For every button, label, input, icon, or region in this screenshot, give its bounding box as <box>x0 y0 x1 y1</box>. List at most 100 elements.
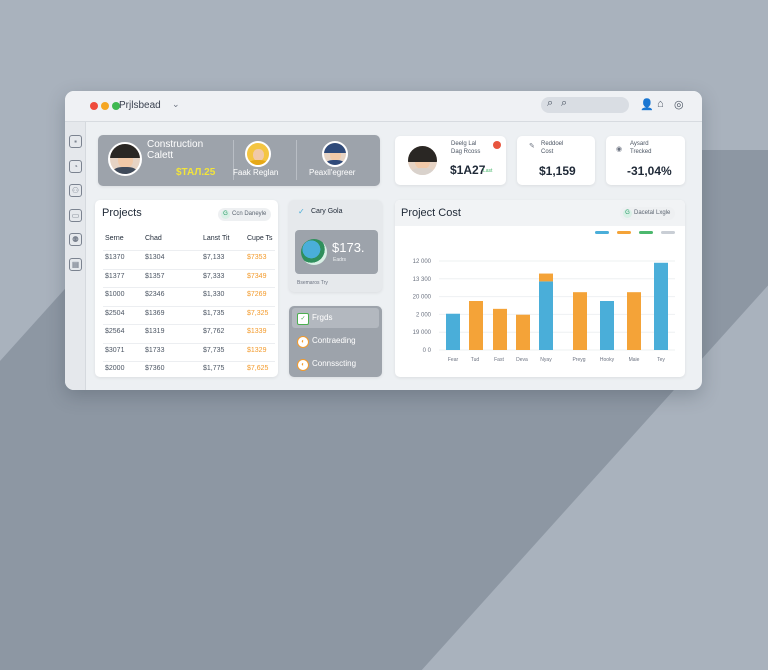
avatar <box>406 144 439 177</box>
home-icon[interactable]: ⌂ <box>657 98 664 110</box>
column-header[interactable]: Serne <box>105 235 124 242</box>
stat1-value: $1А27 <box>450 163 486 177</box>
x-tick-label: Tey <box>657 357 665 363</box>
table-cell: $1339 <box>247 328 267 335</box>
stat1-line2: Dag Rcoss <box>451 149 481 155</box>
y-tick-label: 20 000 <box>413 295 432 301</box>
stat1-sub: Last <box>483 168 493 174</box>
table-row[interactable]: $1377 $1357 $7,333 $7349 <box>103 268 275 285</box>
column-header[interactable]: Cupe Ts <box>247 235 273 242</box>
legend-swatch <box>661 231 675 234</box>
table-cell: $1733 <box>145 346 165 354</box>
status-list-item[interactable]: ◐ Connsscting <box>292 354 379 374</box>
chevron-down-icon[interactable]: ⌄ <box>172 99 180 109</box>
table-row[interactable]: $3071 $1733 $7,735 $1329 <box>103 342 275 359</box>
window-controls <box>90 102 120 110</box>
column-header[interactable]: Lanst Tit <box>203 235 230 242</box>
search-input[interactable]: ⌕ ⌕ <box>541 97 629 113</box>
chart-bar <box>469 301 483 350</box>
team-icon[interactable]: ⚉ <box>69 233 82 246</box>
stat-card-3[interactable]: ◉ Aysard Trecked -31,04% <box>606 136 685 185</box>
minimize-dot[interactable] <box>101 102 109 110</box>
table-row[interactable]: $2504 $1369 $1,735 $7,325 <box>103 305 275 322</box>
status-label: Connsscting <box>312 359 357 368</box>
table-row[interactable]: $2000 $7360 $1,775 $7,625 <box>103 361 275 377</box>
table-cell: $1319 <box>145 328 165 335</box>
filter-icon: G <box>221 210 230 219</box>
header-amount: $ТАЛ.25 <box>176 167 216 178</box>
folder-icon[interactable]: ▭ <box>69 209 82 222</box>
avatar[interactable] <box>108 142 142 176</box>
table-row[interactable]: $1000 $2346 $1,330 $7269 <box>103 287 275 303</box>
stat-card-2[interactable]: ✎ Reddoel Cost $1,159 <box>517 136 595 185</box>
avatar-engineer[interactable] <box>322 141 348 167</box>
stat-card-1[interactable]: Deelg Lal Dag Rcoss $1А27 Last <box>395 136 506 185</box>
table-row[interactable]: $2564 $1319 $7,762 $1339 <box>103 324 275 340</box>
progress-icon: ◐ <box>297 336 309 348</box>
table-row[interactable]: $1370 $1304 $7,133 $7353 <box>103 250 275 266</box>
user-icon[interactable]: 👤 <box>640 99 654 111</box>
column-header[interactable]: Chad <box>145 235 162 242</box>
table-cell: $1000 <box>105 291 125 298</box>
table-cell: $2564 <box>105 328 125 335</box>
chart-bar <box>446 313 460 350</box>
project-cost-card: Project Cost G Dacetal Lxgle 12 000 13 30… <box>395 200 685 377</box>
dashboard-icon[interactable]: ▪ <box>69 135 82 148</box>
table-cell: $1,775 <box>203 365 225 372</box>
table-cell: $7,333 <box>203 272 225 280</box>
y-tick-label: 13 300 <box>413 277 432 283</box>
grid-icon[interactable]: ▦ <box>69 258 82 271</box>
value-panel: $173. Eadrs <box>295 230 378 274</box>
status-list-item[interactable]: ✓ Frgds <box>292 308 379 328</box>
stat1-line1: Deelg Lal <box>451 141 477 147</box>
header-line2: Calett <box>147 150 174 161</box>
legend-swatch <box>639 231 653 234</box>
titlebar: Prjlsbead ⌄ ⌕ ⌕ 👤 ⌂ ◎ <box>65 91 702 122</box>
search-icon: ⌕ <box>547 97 554 109</box>
table-cell: $1357 <box>145 272 165 280</box>
table-cell: $3071 <box>105 346 125 354</box>
table-cell: $2000 <box>105 365 125 372</box>
chart-filter-button[interactable]: G Dacetal Lxgle <box>620 207 676 220</box>
table-cell: $7,735 <box>203 346 225 354</box>
search-icon-secondary: ⌕ <box>561 97 568 109</box>
stat2-line2: Cost <box>541 149 554 155</box>
chart-bar <box>516 314 530 350</box>
header-card: Construction Calett $ТАЛ.25 Faak Reglan … <box>98 135 380 186</box>
x-tick-label: Nyay <box>540 357 552 363</box>
bar-chart: 12 000 13 300 20 000 2 000 19 000 0 0 Fear Tud F… <box>413 231 675 363</box>
table-cell: $7,762 <box>203 328 225 335</box>
projects-filter-button[interactable]: G Ccn Daneyle <box>218 208 272 221</box>
table-cell: $7353 <box>247 254 267 261</box>
cary-value: $173. <box>332 240 365 255</box>
chart-bar <box>539 281 553 350</box>
chart-title: Project Cost <box>401 207 461 219</box>
chart-bar <box>654 262 668 350</box>
table-cell: $1329 <box>247 346 267 354</box>
y-tick-label: 19 000 <box>413 330 432 336</box>
y-tick-label: 2 000 <box>416 312 432 318</box>
notification-badge <box>493 141 501 149</box>
header-line1: Construction <box>147 139 204 150</box>
x-tick-label: Preyg <box>572 357 585 363</box>
settings-icon[interactable]: ◎ <box>674 99 684 111</box>
chart-icon[interactable]: ◔ <box>69 160 82 173</box>
projects-card: Projects G Ccn Daneyle Serne Chad Lanst Ti… <box>95 200 278 377</box>
table-cell: $7,133 <box>203 254 225 261</box>
app-title: Prjlsbead <box>119 100 161 111</box>
close-dot[interactable] <box>90 102 98 110</box>
x-tick-label: Fear <box>448 357 459 363</box>
x-tick-label: Deva <box>516 357 528 363</box>
cary-gola-card[interactable]: ✓ Cary Gola $173. Eadrs Bsemaros Try <box>289 200 382 292</box>
tracked-icon: ◉ <box>616 146 623 153</box>
table-cell: $2346 <box>145 291 165 298</box>
progress-icon: ◐ <box>297 359 309 371</box>
check-icon: ✓ <box>297 313 309 325</box>
users-icon[interactable]: ⚇ <box>69 184 82 197</box>
table-cell: $7269 <box>247 291 267 298</box>
sidebar: ▪ ◔ ⚇ ▭ ⚉ ▦ <box>65 122 86 390</box>
person3-label: Peaxll'egreer <box>309 168 356 177</box>
maximize-dot[interactable] <box>112 102 120 110</box>
status-list-item[interactable]: ◐ Contraeding <box>292 331 379 351</box>
avatar-worker[interactable] <box>245 141 271 167</box>
